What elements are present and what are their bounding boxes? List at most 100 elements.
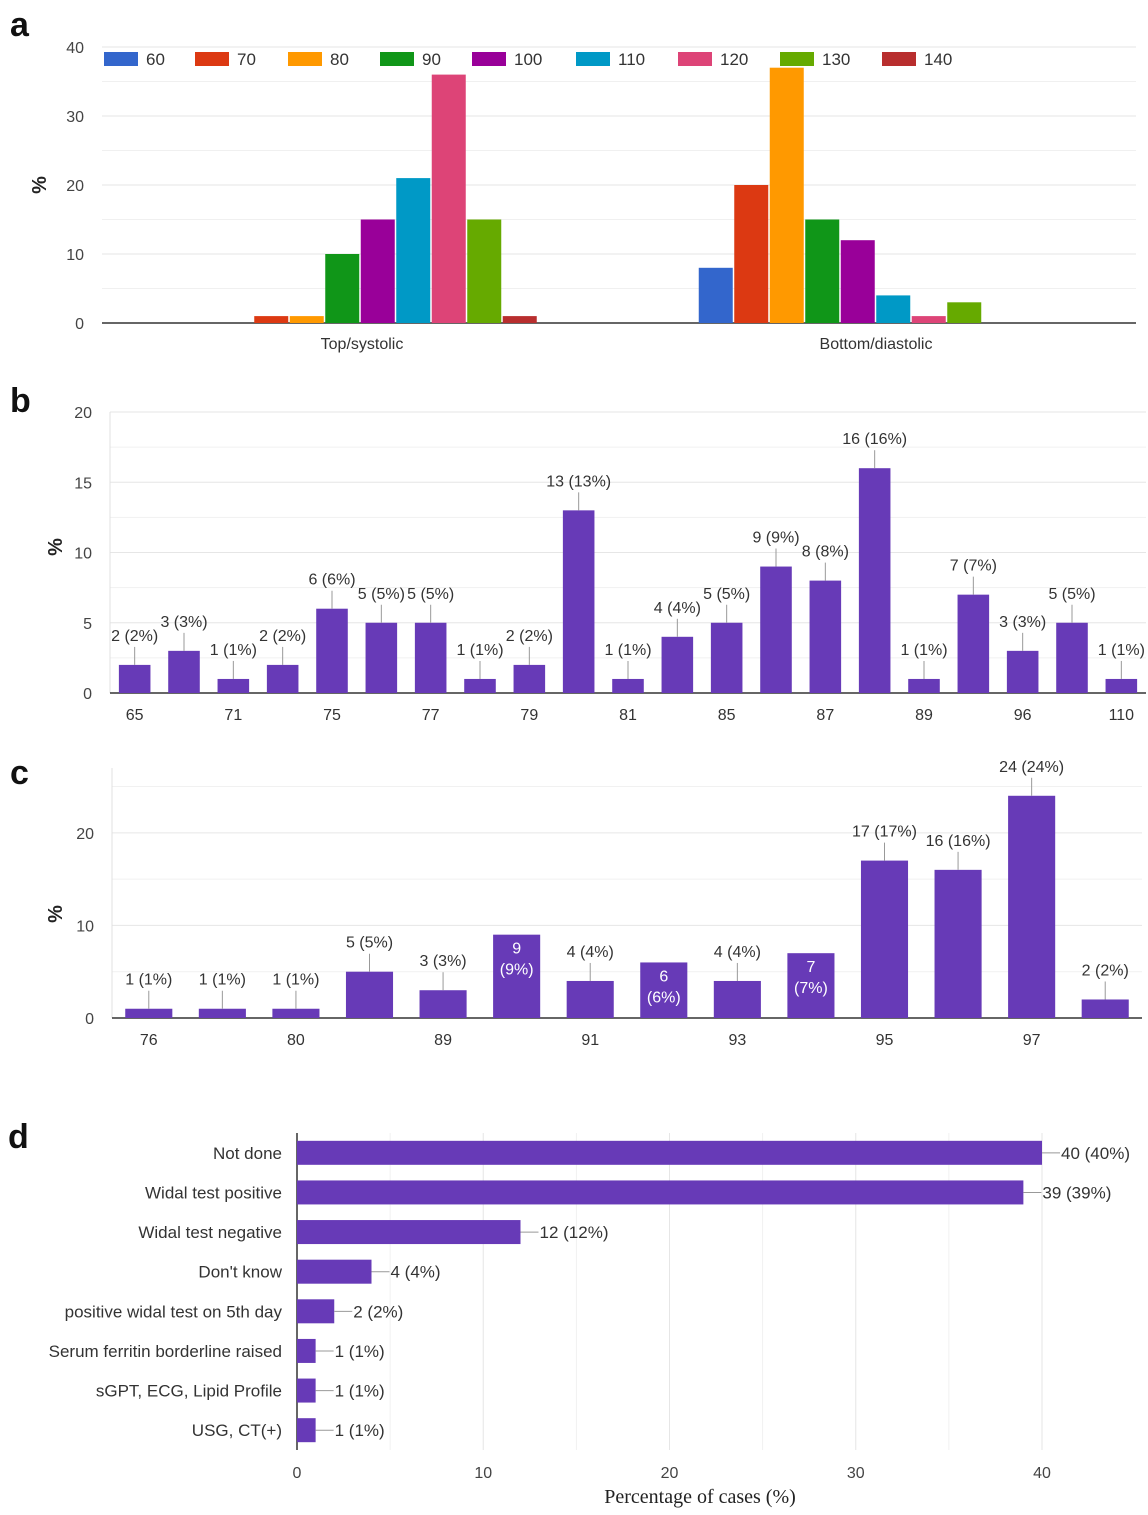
category-label: Not done [213, 1144, 282, 1163]
bar [908, 678, 940, 693]
panel-c-y-axis-label: % [45, 905, 67, 923]
bar-100 [840, 240, 875, 323]
data-label: 2 (2%) [353, 1302, 403, 1321]
bar [419, 990, 467, 1018]
data-label: 17 (17%) [852, 824, 917, 841]
bar [297, 1140, 1042, 1165]
bar [562, 510, 595, 693]
data-label: 1 (1%) [125, 972, 172, 989]
bar-80 [289, 316, 324, 323]
bar-90 [325, 254, 360, 323]
bar [612, 678, 644, 693]
category-label: sGPT, ECG, Lipid Profile [96, 1382, 282, 1401]
bar-120 [911, 316, 946, 323]
bar [297, 1299, 335, 1324]
data-label: 2 (2%) [506, 628, 553, 645]
bar [464, 678, 496, 693]
category-label: Don't know [198, 1263, 282, 1282]
bar [1006, 650, 1039, 693]
data-label: 9 (9%) [752, 530, 799, 547]
y-tick-label: 0 [85, 1011, 94, 1028]
bar-130 [947, 302, 982, 323]
legend-swatch-140 [882, 52, 916, 66]
data-label: 2 (2%) [1082, 962, 1129, 979]
bar [297, 1378, 316, 1403]
bar [316, 608, 348, 693]
data-label: 3 (3%) [160, 614, 207, 631]
data-label: 24 (24%) [999, 759, 1064, 776]
bar [640, 962, 688, 1018]
x-tick-label: 93 [728, 1032, 746, 1049]
category-label: Widal test positive [145, 1183, 282, 1202]
data-label: 3 (3%) [999, 614, 1046, 631]
x-tick-label: 77 [422, 707, 440, 724]
panel-letter-a: a [10, 6, 30, 44]
category-label: positive widal test on 5th day [65, 1302, 283, 1321]
bar [1105, 678, 1138, 693]
x-category-label: Top/systolic [321, 336, 404, 353]
panel-b-y-axis-label: % [45, 538, 67, 556]
x-category-label: Bottom/diastolic [820, 336, 933, 353]
bar [365, 622, 398, 693]
y-tick-label: 15 [74, 475, 92, 492]
data-label: 1 (1%) [1098, 642, 1145, 659]
bar [297, 1418, 316, 1443]
panel-a-chart: 0 10 20 30 40 Top/systolic Bottom/diastolic 60 7… [66, 40, 1136, 353]
bar [168, 650, 200, 693]
x-tick-label: 10 [474, 1465, 492, 1482]
bar-80 [769, 67, 804, 323]
data-label-count: 9 [512, 941, 521, 958]
legend-label: 90 [422, 50, 441, 69]
legend-label: 100 [514, 50, 542, 69]
bar [493, 934, 541, 1018]
y-tick-label: 10 [74, 546, 92, 563]
panel-letter-d: d [8, 1118, 29, 1156]
data-label: 6 (6%) [308, 572, 355, 589]
legend-label: 80 [330, 50, 349, 69]
bar [787, 953, 835, 1018]
x-tick-label: 30 [847, 1465, 865, 1482]
bar [809, 580, 842, 693]
legend-swatch-100 [472, 52, 506, 66]
data-label: 16 (16%) [842, 431, 907, 448]
y-tick-label: 20 [76, 826, 94, 843]
data-label: 1 (1%) [335, 1342, 385, 1361]
data-label: 40 (40%) [1061, 1144, 1130, 1163]
bar-70 [254, 316, 289, 323]
bar-140 [502, 316, 537, 323]
y-tick-label: 30 [66, 109, 84, 126]
data-label: 3 (3%) [420, 953, 467, 970]
x-tick-label: 0 [293, 1465, 302, 1482]
bar [713, 980, 761, 1018]
data-label: 1 (1%) [199, 972, 246, 989]
data-label: 1 (1%) [335, 1382, 385, 1401]
x-tick-label: 40 [1033, 1465, 1051, 1482]
bar-100 [360, 219, 395, 323]
bar [297, 1220, 521, 1245]
x-tick-label: 20 [661, 1465, 679, 1482]
x-tick-label: 80 [287, 1032, 305, 1049]
category-label: Widal test negative [138, 1223, 282, 1242]
legend-label: 140 [924, 50, 952, 69]
category-label: USG, CT(+) [192, 1421, 282, 1440]
legend-label: 110 [618, 50, 645, 69]
bar [1056, 622, 1088, 693]
x-tick-label: 65 [126, 707, 144, 724]
legend-swatch-130 [780, 52, 814, 66]
data-label-percent: (7%) [794, 980, 828, 997]
x-tick-label: 85 [718, 707, 736, 724]
data-label: 12 (12%) [540, 1223, 609, 1242]
legend-swatch-110 [576, 52, 610, 66]
data-label: 4 (4%) [654, 600, 701, 617]
data-label: 4 (4%) [567, 944, 614, 961]
y-tick-label: 0 [75, 316, 84, 333]
data-label: 7 (7%) [950, 558, 997, 575]
y-tick-label: 40 [66, 40, 84, 57]
bar-70 [734, 185, 769, 323]
bar [1081, 999, 1129, 1018]
bar-60 [698, 267, 733, 323]
y-tick-label: 10 [76, 918, 94, 935]
panel-d-x-axis-label: Percentage of cases (%) [604, 1486, 796, 1508]
